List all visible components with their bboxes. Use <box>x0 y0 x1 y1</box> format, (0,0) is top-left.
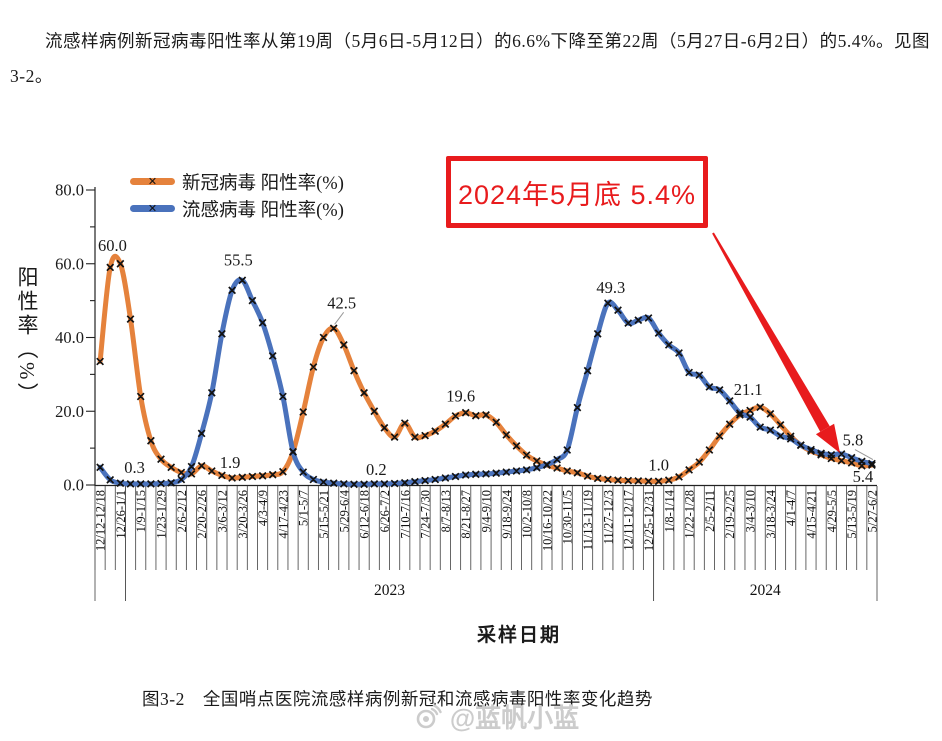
x-marker-icon: ✕ <box>147 201 158 215</box>
flu-line-swatch: ✕ <box>130 201 175 215</box>
svg-text:60.0: 60.0 <box>98 236 127 255</box>
svg-text:4/1-4/7: 4/1-4/7 <box>784 490 798 526</box>
svg-text:2/20-2/26: 2/20-2/26 <box>195 490 209 539</box>
svg-text:10/2-10/8: 10/2-10/8 <box>520 490 534 539</box>
svg-text:60.0: 60.0 <box>55 254 84 273</box>
svg-text:0.2: 0.2 <box>366 460 387 479</box>
svg-text:12/25-12/31: 12/25-12/31 <box>642 490 656 551</box>
svg-text:2/5-2/11: 2/5-2/11 <box>703 490 717 532</box>
year-band: 2023 2024 <box>94 486 878 601</box>
figure-caption: 图3-2 全国哨点医院流感样病例新冠和流感病毒阳性率变化趋势 <box>142 689 653 709</box>
svg-text:8/7-8/13: 8/7-8/13 <box>439 490 453 532</box>
series-markers <box>96 259 876 489</box>
svg-text:5/27-6/2: 5/27-6/2 <box>865 490 879 532</box>
x-tick-labels: 12/12-12/18 12/26-1/1 1/9-1/15 1/23-1/29 2/6… <box>94 489 880 551</box>
svg-text:5.4: 5.4 <box>853 467 874 486</box>
svg-text:1/22-1/28: 1/22-1/28 <box>683 490 697 539</box>
svg-text:0.0: 0.0 <box>63 476 84 495</box>
svg-text:8/21-8/27: 8/21-8/27 <box>459 490 473 539</box>
svg-text:12/11-12/17: 12/11-12/17 <box>622 490 636 551</box>
x-axis-title: 采样日期 <box>476 625 561 646</box>
svg-text:0.3: 0.3 <box>124 458 145 477</box>
svg-text:5/13-5/19: 5/13-5/19 <box>845 490 859 539</box>
svg-text:1/23-1/29: 1/23-1/29 <box>155 490 169 539</box>
svg-text:49.3: 49.3 <box>596 278 625 297</box>
svg-text:3/4-3/10: 3/4-3/10 <box>744 490 758 532</box>
svg-text:20.0: 20.0 <box>55 402 84 421</box>
svg-text:3/6-3/12: 3/6-3/12 <box>215 490 229 532</box>
svg-text:21.1: 21.1 <box>734 380 763 399</box>
legend-item-flu: ✕ 流感病毒 阳性率(%) <box>130 195 344 222</box>
svg-text:5/29-6/4: 5/29-6/4 <box>337 489 351 532</box>
svg-text:1/8-1/14: 1/8-1/14 <box>662 489 676 532</box>
svg-text:40.0: 40.0 <box>55 328 84 347</box>
svg-text:10/30-11/5: 10/30-11/5 <box>561 490 575 544</box>
svg-text:11/13-11/19: 11/13-11/19 <box>581 490 595 550</box>
svg-text:42.5: 42.5 <box>327 293 356 312</box>
y-tick-labels: 0.0 20.0 40.0 60.0 80.0 <box>55 181 95 495</box>
watermark: @蓝帆小蓝 <box>25 698 942 735</box>
callout-box: 2024年5月底 5.4% <box>446 156 708 228</box>
svg-text:55.5: 55.5 <box>224 250 253 269</box>
svg-text:2023: 2023 <box>374 582 405 599</box>
trend-arrow <box>712 232 840 453</box>
svg-text:2/19-2/25: 2/19-2/25 <box>723 490 737 539</box>
body-paragraph: 流感样病例新冠病毒阳性率从第19周（5月6日-5月12日）的6.6%下降至第22… <box>10 31 931 86</box>
svg-text:9/18-9/24: 9/18-9/24 <box>500 489 514 538</box>
weibo-icon <box>416 703 442 728</box>
svg-text:1.9: 1.9 <box>220 453 241 472</box>
svg-text:7/24-7/30: 7/24-7/30 <box>419 490 433 539</box>
covid-line-swatch: ✕ <box>130 174 175 188</box>
svg-text:2024: 2024 <box>750 582 781 599</box>
svg-text:2/6-2/12: 2/6-2/12 <box>175 490 189 532</box>
svg-text:3/20-3/26: 3/20-3/26 <box>236 490 250 539</box>
series-lines <box>97 253 875 487</box>
svg-text:19.6: 19.6 <box>446 387 475 406</box>
svg-text:1.0: 1.0 <box>648 455 669 474</box>
data-labels: 60.0 0.3 55.5 1.9 42.5 0.2 19.6 49.3 1.0 21.1 5.8 5… <box>98 236 873 486</box>
axes <box>94 187 877 487</box>
svg-text:6/12-6/18: 6/12-6/18 <box>358 490 372 539</box>
svg-text:4/17-4/23: 4/17-4/23 <box>276 490 290 539</box>
svg-text:5.8: 5.8 <box>843 431 864 450</box>
legend-label-covid: 新冠病毒 阳性率(%) <box>182 173 344 194</box>
svg-text:4/15-4/21: 4/15-4/21 <box>804 490 818 539</box>
svg-text:12/26-1/1: 12/26-1/1 <box>114 490 128 539</box>
svg-text:12/12-12/18: 12/12-12/18 <box>94 490 108 551</box>
svg-text:4/3-4/9: 4/3-4/9 <box>256 490 270 526</box>
svg-text:1/9-1/15: 1/9-1/15 <box>134 490 148 532</box>
svg-text:80.0: 80.0 <box>55 181 84 200</box>
svg-text:10/16-10/22: 10/16-10/22 <box>540 490 554 551</box>
svg-text:5/1-5/7: 5/1-5/7 <box>297 490 311 526</box>
legend-label-flu: 流感病毒 阳性率(%) <box>182 200 344 221</box>
svg-text:9/4-9/10: 9/4-9/10 <box>480 490 494 532</box>
svg-text:5/15-5/21: 5/15-5/21 <box>317 490 331 539</box>
svg-text:4/29-5/5: 4/29-5/5 <box>825 490 839 532</box>
svg-text:6/26-7/2: 6/26-7/2 <box>378 490 392 532</box>
x-marker-icon: ✕ <box>147 174 158 188</box>
y-axis-title: 阳性率（%） <box>15 266 39 407</box>
svg-text:3/18-3/24: 3/18-3/24 <box>764 489 778 538</box>
legend-item-covid: ✕ 新冠病毒 阳性率(%) <box>130 168 344 195</box>
chart-legend: ✕ 新冠病毒 阳性率(%) ✕ 流感病毒 阳性率(%) <box>130 168 344 222</box>
svg-text:7/10-7/16: 7/10-7/16 <box>398 490 412 539</box>
svg-text:11/27-12/3: 11/27-12/3 <box>601 490 615 544</box>
watermark-text: @蓝帆小蓝 <box>449 703 580 733</box>
